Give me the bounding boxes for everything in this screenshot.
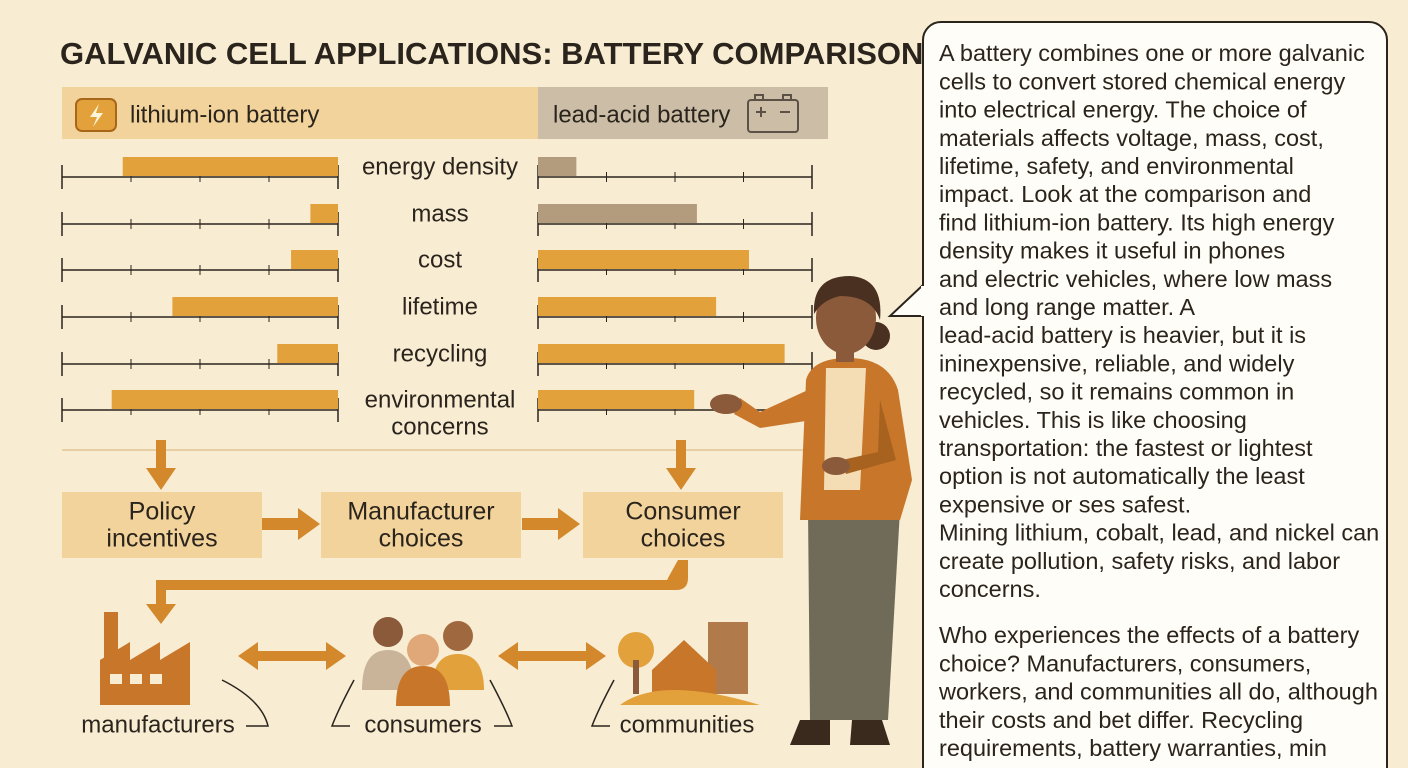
presenter bbox=[710, 276, 924, 745]
bar bbox=[291, 250, 338, 269]
stakeholder-label: consumers bbox=[364, 711, 481, 738]
explanation-line: choice? Manufacturers, consumers, bbox=[939, 650, 1311, 676]
bar bbox=[538, 344, 785, 363]
explanation-line: concerns. bbox=[939, 576, 1041, 602]
speech-bubble bbox=[922, 21, 1388, 768]
legend-label: lithium-ion battery bbox=[130, 101, 319, 128]
bar bbox=[538, 204, 697, 223]
flow-box bbox=[583, 492, 783, 558]
bar bbox=[122, 157, 338, 176]
metric-label: environmental bbox=[365, 386, 516, 413]
bar bbox=[538, 157, 577, 176]
metric-label: lifetime bbox=[402, 293, 478, 320]
bar bbox=[172, 297, 338, 316]
explanation-line: vehicles. This is like choosing bbox=[939, 407, 1247, 433]
bar bbox=[277, 344, 338, 363]
explanation-line: ininexpensive, reliable, and widely bbox=[939, 350, 1295, 376]
explanation-line: their costs and bet differ. Recycling bbox=[939, 707, 1303, 733]
legend-label: lead-acid battery bbox=[553, 101, 730, 128]
metric-label: concerns bbox=[391, 413, 488, 440]
arrows bbox=[146, 440, 696, 670]
metric-label: energy density bbox=[362, 153, 518, 180]
legend-band bbox=[538, 87, 828, 139]
bar bbox=[538, 390, 695, 409]
explanation-line: find lithium-ion battery. Its high energ… bbox=[939, 209, 1335, 235]
connector-lines bbox=[221, 679, 615, 727]
bolt-icon bbox=[90, 104, 103, 127]
stakeholder-label: manufacturers bbox=[81, 711, 234, 738]
metric-label: mass bbox=[411, 200, 468, 227]
flow-box bbox=[62, 492, 262, 558]
metric-label: cost bbox=[418, 246, 462, 273]
legend-band bbox=[62, 87, 538, 139]
factory-icon bbox=[100, 612, 190, 705]
bar bbox=[538, 297, 717, 316]
bar bbox=[111, 390, 339, 409]
flow-label: choices bbox=[379, 525, 464, 553]
flow-label: incentives bbox=[106, 525, 217, 553]
metric-label: recycling bbox=[393, 340, 488, 367]
explanation-line: lifetime, safety, and environmental bbox=[939, 153, 1294, 179]
battery-icon bbox=[747, 94, 799, 133]
explanation-line: cells to convert stored chemical energy bbox=[939, 68, 1345, 94]
explanation-line: requirements, battery warranties, min bbox=[939, 735, 1327, 761]
explanation-line: workers, and communities all do, althoug… bbox=[938, 679, 1378, 705]
flow-box bbox=[321, 492, 521, 558]
bar bbox=[538, 250, 749, 269]
people-icon bbox=[362, 617, 484, 706]
explanation-line: impact. Look at the comparison and bbox=[939, 181, 1311, 207]
stakeholder-label: communities bbox=[620, 711, 755, 738]
bar bbox=[310, 204, 338, 223]
explanation-line: lead-acid battery is heavier, but it is bbox=[939, 322, 1306, 348]
explanation-line: materials affects voltage, mass, cost, bbox=[939, 125, 1324, 151]
community-icon bbox=[618, 622, 760, 705]
flow-label: choices bbox=[641, 525, 726, 553]
explanation-line: option is not automatically the least bbox=[939, 463, 1305, 489]
explanation-line: density makes it useful in phones bbox=[939, 238, 1285, 264]
title: GALVANIC CELL APPLICATIONS: BATTERY COMP… bbox=[60, 36, 923, 71]
flow-label: Consumer bbox=[625, 498, 740, 526]
explanation-line: recycled, so it remains common in bbox=[939, 379, 1294, 405]
explanation-line: A battery combines one or more galvanic bbox=[939, 40, 1365, 66]
explanation-line: and electric vehicles, where low mass bbox=[939, 266, 1332, 292]
flow-label: Manufacturer bbox=[347, 498, 494, 526]
flow-label: Policy bbox=[129, 498, 196, 526]
explanation-line: transportation: the fastest or lightest bbox=[939, 435, 1313, 461]
explanation-line: Who experiences the effects of a battery bbox=[939, 622, 1359, 648]
explanation-line: expensive or ses safest. bbox=[939, 491, 1191, 517]
explanation-line: create pollution, safety risks, and labo… bbox=[939, 548, 1340, 574]
explanation-line: and long range matter. A bbox=[939, 294, 1195, 320]
explanation-line: into electrical energy. The choice of bbox=[939, 97, 1307, 123]
explanation-line: Mining lithium, cobalt, lead, and nickel… bbox=[939, 520, 1379, 546]
